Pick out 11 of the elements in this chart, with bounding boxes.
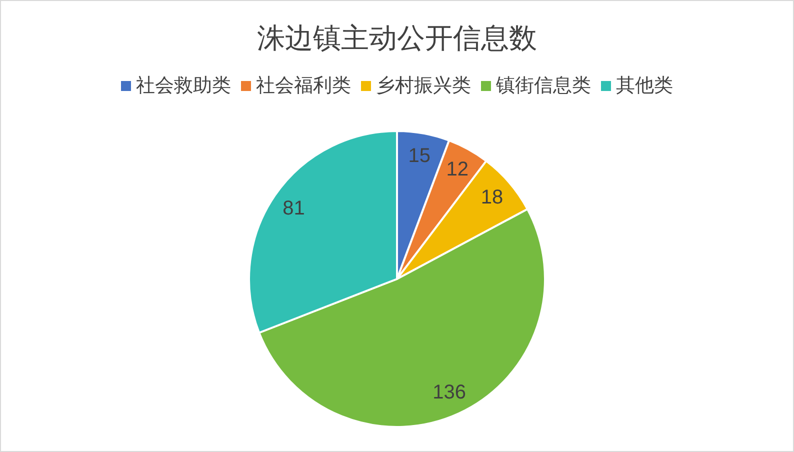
legend-label: 社会救助类 xyxy=(136,76,231,96)
data-label: 136 xyxy=(432,382,466,404)
legend-label: 社会福利类 xyxy=(256,76,351,96)
data-label: 81 xyxy=(282,197,305,220)
data-label: 15 xyxy=(408,144,430,167)
chart-title: 洙边镇主动公开信息数 xyxy=(257,22,537,54)
legend-label: 其他类 xyxy=(616,76,673,96)
legend-label: 乡村振兴类 xyxy=(376,76,471,96)
legend-label: 镇街信息类 xyxy=(495,76,591,96)
data-label: 18 xyxy=(480,186,504,209)
data-label: 12 xyxy=(446,158,468,180)
